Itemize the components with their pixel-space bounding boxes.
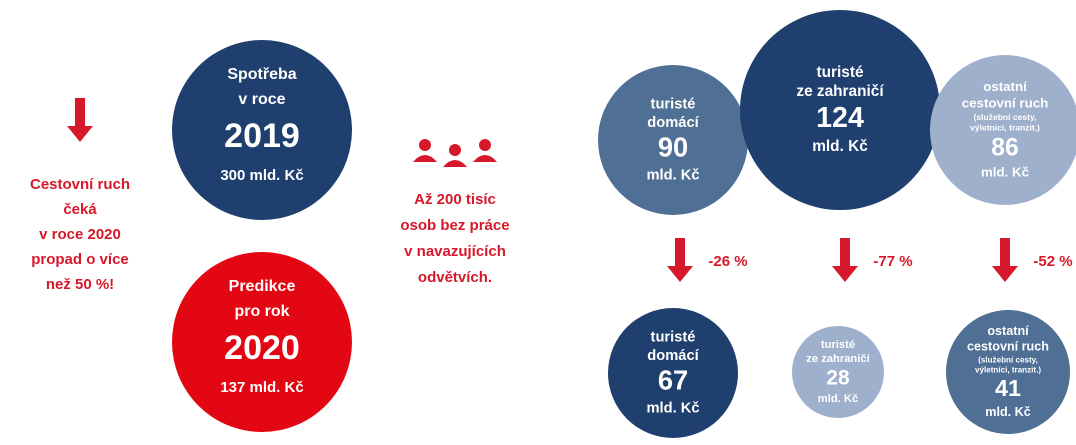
value: 41 [995,375,1021,401]
amount: 300 mld. Kč [220,167,303,184]
down-arrow [992,238,1018,282]
label: ze zahraničí [806,353,870,365]
note: výletníci, tranzit.) [970,122,1040,132]
headline-line: Cestovní ruch [30,176,130,193]
change: -77 % [873,253,912,270]
label: domácí [647,348,699,364]
change: -26 % [708,253,747,270]
down-arrow [67,98,93,142]
label: turisté [821,339,855,351]
segment-circle [930,55,1076,205]
label: Spotřeba [227,66,296,83]
label: turisté [651,329,696,345]
value: 124 [816,102,864,134]
label: pro rok [234,303,289,320]
unit: mld. Kč [646,400,699,416]
label: cestovní ruch [967,340,1049,354]
segment-circle [740,10,940,210]
note: výletníci, tranzit.) [975,365,1041,374]
unit: mld. Kč [812,138,868,155]
value: 86 [991,135,1018,162]
label: turisté [816,64,863,81]
circle [172,252,352,432]
label: domácí [647,115,699,131]
headline-line: než 50 %! [46,276,114,293]
circle [172,40,352,220]
unemployment-line: v navazujících [404,243,506,260]
label: Predikce [229,278,296,295]
value: 90 [658,131,688,162]
segment-circle [946,310,1070,434]
headline-line: v roce 2020 [39,226,121,243]
unit: mld. Kč [818,393,858,405]
amount: 137 mld. Kč [220,379,303,396]
headline-line: čeká [63,201,97,218]
unit: mld. Kč [985,405,1031,419]
note: (služební cesty, [978,355,1038,364]
year: 2019 [224,117,300,155]
label: ze zahraničí [796,83,884,100]
unemployment-line: Až 200 tisíc [414,191,496,208]
segment-circle [608,308,738,438]
label: cestovní ruch [962,95,1048,110]
headline-line: propad o více [31,251,129,268]
year: 2020 [224,329,300,367]
label: ostatní [983,79,1028,94]
people-icon [413,139,497,167]
change: -52 % [1033,253,1072,270]
segment-circle [792,326,884,418]
unit: mld. Kč [981,164,1029,179]
unemployment-line: osob bez práce [400,217,509,234]
value: 28 [826,367,849,390]
note: (služební cesty, [973,112,1036,122]
down-arrow [667,238,693,282]
unemployment-line: odvětvích. [418,269,492,286]
label: ostatní [987,324,1029,338]
value: 67 [658,364,688,395]
unit: mld. Kč [646,167,699,183]
down-arrow [832,238,858,282]
label: turisté [651,96,696,112]
segment-circle [598,65,748,215]
label: v roce [238,91,285,108]
